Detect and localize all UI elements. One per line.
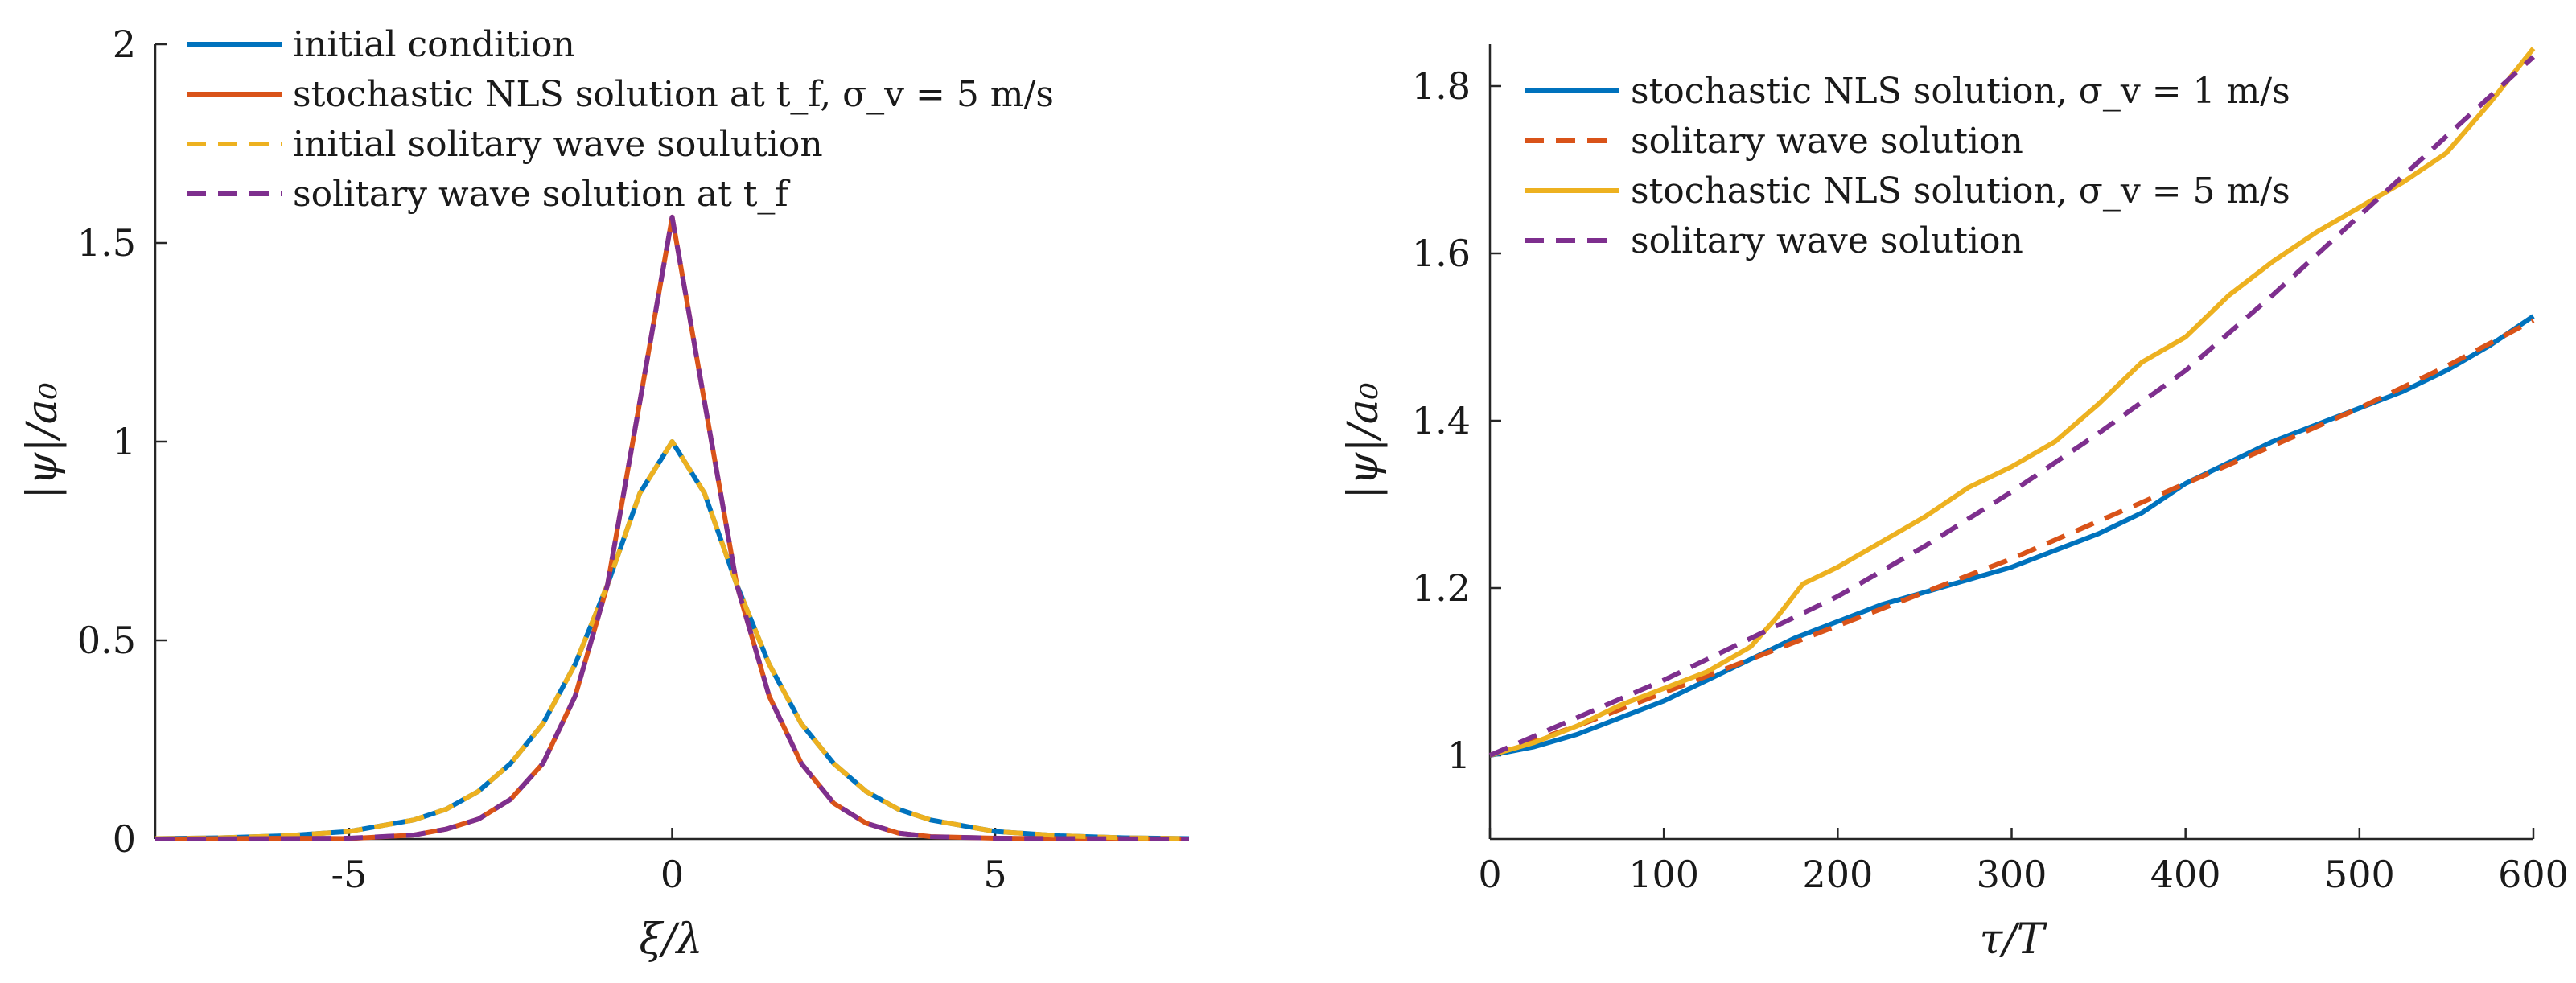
chart-left-xlabel: ξ/λ <box>639 915 702 964</box>
chart-right-series-2-line <box>1489 47 2536 758</box>
chart-left-legend-label-2: initial solitary wave soulution <box>293 124 823 165</box>
chart-right-y-tick-label: 1 <box>1447 734 1471 777</box>
chart-left-y-tick-label: 2 <box>113 23 136 66</box>
chart-right-legend-label-0: stochastic NLS solution, σ_v = 1 m/s <box>1631 71 2290 112</box>
chart-left-series-3-line <box>154 214 1190 841</box>
chart-right: |ψ|/a₀ τ/T 0 100 200 300 400 500 600 1 1.2 1.4 1.6… <box>1339 44 2569 964</box>
chart-right-x-tick-label: 300 <box>1977 853 2047 896</box>
chart-right-x-tick-label: 100 <box>1628 853 1699 896</box>
chart-left-legend-label-1: stochastic NLS solution at t_f, σ_v = 5 … <box>293 74 1054 115</box>
chart-left-y-tick-label: 1 <box>113 420 136 463</box>
chart-left: |ψ|/a₀ ξ/λ -5 0 5 0 0.5 1 1.5 2 initial conditio… <box>19 23 1190 964</box>
chart-right-legend-label-1: solitary wave solution <box>1631 121 2023 162</box>
chart-left-y-tick-label: 1.5 <box>77 221 136 265</box>
chart-right-x-tick-label: 400 <box>2150 853 2221 896</box>
chart-left-y-tick-label: 0 <box>113 817 136 861</box>
chart-left-series-0-line <box>154 439 1190 841</box>
chart-right-x-tick-label: 200 <box>1802 853 1873 896</box>
chart-right-x-tick-label: 0 <box>1478 853 1501 896</box>
chart-right-legend-label-3: solitary wave solution <box>1631 220 2023 261</box>
chart-left-y-tick-label: 0.5 <box>77 619 136 662</box>
chart-left-legend-label-0: initial condition <box>293 24 575 65</box>
chart-right-series-0-line <box>1489 314 2535 758</box>
chart-left-x-tick-label: -5 <box>331 853 368 896</box>
chart-right-x-tick-label: 500 <box>2324 853 2395 896</box>
chart-right-y-tick-label: 1.4 <box>1412 399 1471 442</box>
chart-left-x-tick-label: 5 <box>983 853 1006 896</box>
chart-left-series-2-line <box>154 439 1190 841</box>
chart-right-y-tick-label: 1.8 <box>1412 64 1471 108</box>
chart-right-ylabel: |ψ|/a₀ <box>1339 382 1388 499</box>
chart-left-series-1-line <box>154 214 1190 841</box>
chart-left-legend-label-3: solitary wave solution at t_f <box>293 174 790 215</box>
chart-right-y-tick-label: 1.6 <box>1412 232 1471 275</box>
chart-right-legend-label-2: stochastic NLS solution, σ_v = 5 m/s <box>1631 171 2290 212</box>
chart-right-x-tick-label: 600 <box>2498 853 2569 896</box>
chart-left-ylabel: |ψ|/a₀ <box>19 382 67 499</box>
chart-right-y-tick-label: 1.2 <box>1412 566 1471 610</box>
chart-right-xlabel: τ/T <box>1980 915 2047 964</box>
chart-left-x-tick-label: 0 <box>660 853 684 896</box>
chart-right-series-3-line <box>1488 55 2536 758</box>
